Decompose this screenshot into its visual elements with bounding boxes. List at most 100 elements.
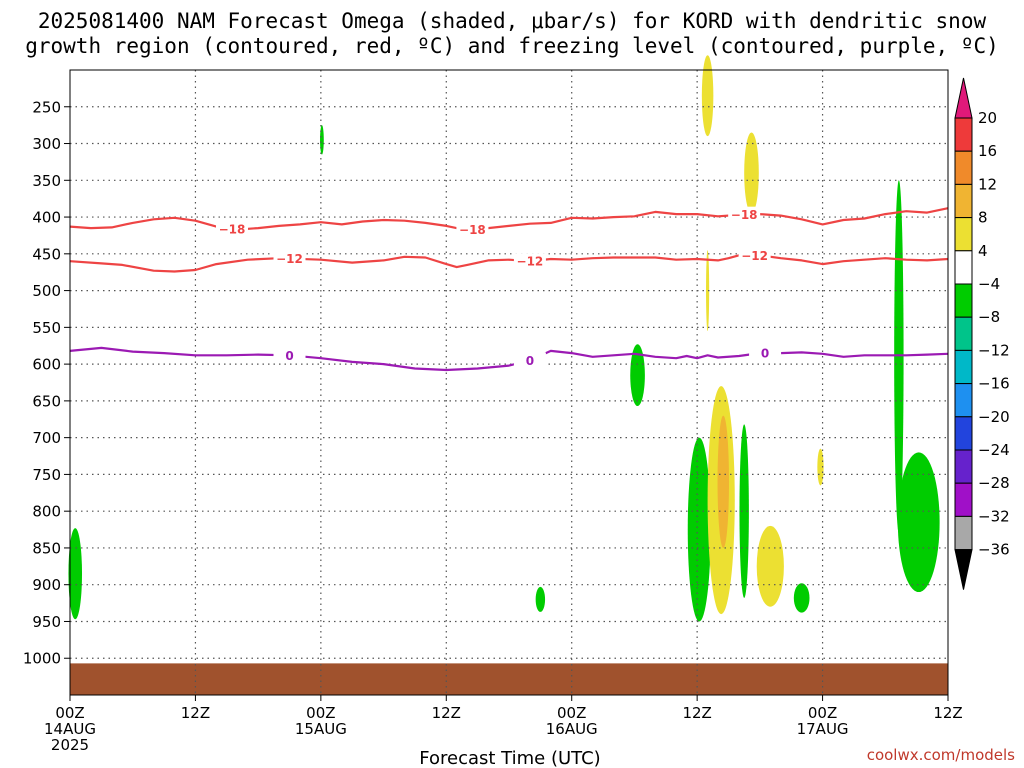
- contour-label-1-2: −12: [741, 249, 768, 263]
- y-tick-label-3: 400: [32, 209, 61, 227]
- x-tick-label-5-0: 12Z: [682, 704, 711, 722]
- x-tick-label-2-1: 15AUG: [295, 720, 347, 738]
- omega-area-10: [744, 132, 759, 214]
- x-tick-label-6-1: 17AUG: [797, 720, 849, 738]
- colorbar-band-0: [954, 117, 973, 152]
- y-tick-label-0: 250: [32, 98, 61, 116]
- colorbar-label-2: 12: [978, 175, 997, 193]
- contour-label-bg-2-2: [749, 345, 782, 362]
- x-tick-label-7-0: 12Z: [933, 704, 962, 722]
- contour-label-bg-1-0: [273, 250, 306, 267]
- omega-area-7: [894, 180, 904, 534]
- colorbar-band-9: [954, 416, 973, 451]
- contour-label-bg-2-0: [273, 347, 306, 364]
- omega-area-9: [701, 55, 714, 137]
- contour-label-bg-0-2: [728, 206, 761, 223]
- contour-label-bg-1-2: [738, 247, 771, 264]
- y-tick-label-4: 450: [32, 245, 61, 263]
- x-axis-label: Forecast Time (UTC): [419, 748, 600, 768]
- plot-grid: [70, 70, 948, 695]
- x-tick-label-0-1: 14AUG: [44, 720, 96, 738]
- x-tick-label-6-0: 00Z: [808, 704, 837, 722]
- x-tick-label-3-0: 12Z: [432, 704, 461, 722]
- y-tick-label-14: 950: [32, 613, 61, 631]
- omega-shading: [68, 55, 940, 622]
- contour-line-2: [69, 346, 949, 372]
- omega-area-5: [739, 424, 749, 598]
- colorbar-label-6: −8: [978, 308, 1000, 326]
- colorbar-label-5: −4: [978, 275, 1000, 293]
- omega-area-8: [897, 452, 940, 593]
- contour-label-0-1: −18: [459, 223, 486, 237]
- y-tick-label-2: 350: [32, 172, 61, 190]
- colorbar: 20 16 12 8 4 −4 −8 −12 −16 −20 −24 −28 −32 −36: [954, 77, 1010, 590]
- y-tick-label-13: 900: [32, 576, 61, 594]
- chart-title-line2: growth region (contoured, red, ºC) and f…: [25, 34, 999, 58]
- colorbar-label-0: 20: [978, 109, 997, 127]
- colorbar-label-10: −24: [978, 441, 1010, 459]
- colorbar-band-6: [954, 316, 973, 351]
- colorbar-band-10: [954, 449, 973, 484]
- y-tick-label-10: 750: [32, 466, 61, 484]
- y-tick-label-6: 550: [32, 319, 61, 337]
- contour-label-bg-0-1: [456, 221, 489, 238]
- omega-area-3: [630, 344, 645, 407]
- x-tick-label-0-2: 2025: [51, 736, 89, 754]
- colorbar-label-8: −16: [978, 375, 1010, 393]
- plot-frame: [69, 69, 949, 696]
- x-tick-label-4-1: 16AUG: [546, 720, 598, 738]
- y-tick-label-15: 1000: [23, 650, 61, 668]
- colorbar-top-arrow: [954, 77, 973, 119]
- surface-ground: [70, 663, 948, 695]
- x-tick-label-1-0: 12Z: [181, 704, 210, 722]
- contour-label-2-1: 0: [526, 354, 534, 368]
- omega-area-6: [793, 583, 810, 613]
- colorbar-label-3: 8: [978, 209, 988, 227]
- colorbar-band-8: [954, 383, 973, 418]
- contour-label-bg-1-1: [513, 253, 546, 270]
- contour-label-1-0: −12: [276, 252, 303, 266]
- omega-area-1: [68, 528, 83, 620]
- contour-label-bg-0-0: [216, 220, 249, 237]
- omega-area-13: [717, 415, 730, 548]
- contour-label-bg-2-1: [513, 352, 546, 369]
- colorbar-label-12: −32: [978, 507, 1010, 525]
- omega-area-0: [320, 125, 324, 155]
- y-tick-label-9: 700: [32, 429, 61, 447]
- x-tick-label-0-0: 00Z: [55, 704, 84, 722]
- colorbar-band-7: [954, 349, 973, 385]
- temperature-contours: −18 −18 −18 −12 −12 −12 0 0 0: [69, 206, 949, 372]
- colorbar-band-12: [954, 515, 973, 551]
- x-tick-label-4-0: 00Z: [557, 704, 586, 722]
- y-tick-label-7: 600: [32, 356, 61, 374]
- colorbar-label-11: −28: [978, 474, 1010, 492]
- colorbar-label-7: −12: [978, 341, 1010, 359]
- x-tick-label-2-0: 00Z: [306, 704, 335, 722]
- y-tick-label-11: 800: [32, 503, 61, 521]
- colorbar-label-13: −36: [978, 541, 1010, 559]
- credit-link[interactable]: coolwx.com/models: [867, 746, 1015, 764]
- omega-area-11: [706, 250, 710, 332]
- colorbar-band-1: [954, 150, 973, 185]
- contour-label-0-0: −18: [219, 222, 246, 236]
- colorbar-band-4: [954, 250, 973, 285]
- contour-label-1-1: −12: [517, 255, 544, 269]
- colorbar-band-2: [954, 183, 973, 219]
- omega-area-4: [687, 437, 711, 622]
- omega-area-15: [817, 448, 824, 486]
- colorbar-band-3: [954, 217, 973, 252]
- y-tick-label-8: 650: [32, 392, 61, 410]
- surface-band: [70, 663, 948, 695]
- contour-label-0-2: −18: [731, 208, 758, 222]
- y-tick-label-1: 300: [32, 135, 61, 153]
- contour-line-0: [69, 207, 949, 232]
- colorbar-band-5: [954, 283, 973, 318]
- colorbar-label-4: 4: [978, 242, 988, 260]
- colorbar-band-11: [954, 482, 973, 517]
- omega-area-2: [535, 586, 546, 612]
- colorbar-label-1: 16: [978, 142, 997, 160]
- chart-title-line1: 2025081400 NAM Forecast Omega (shaded, μ…: [38, 9, 987, 33]
- colorbar-label-9: −20: [978, 408, 1010, 426]
